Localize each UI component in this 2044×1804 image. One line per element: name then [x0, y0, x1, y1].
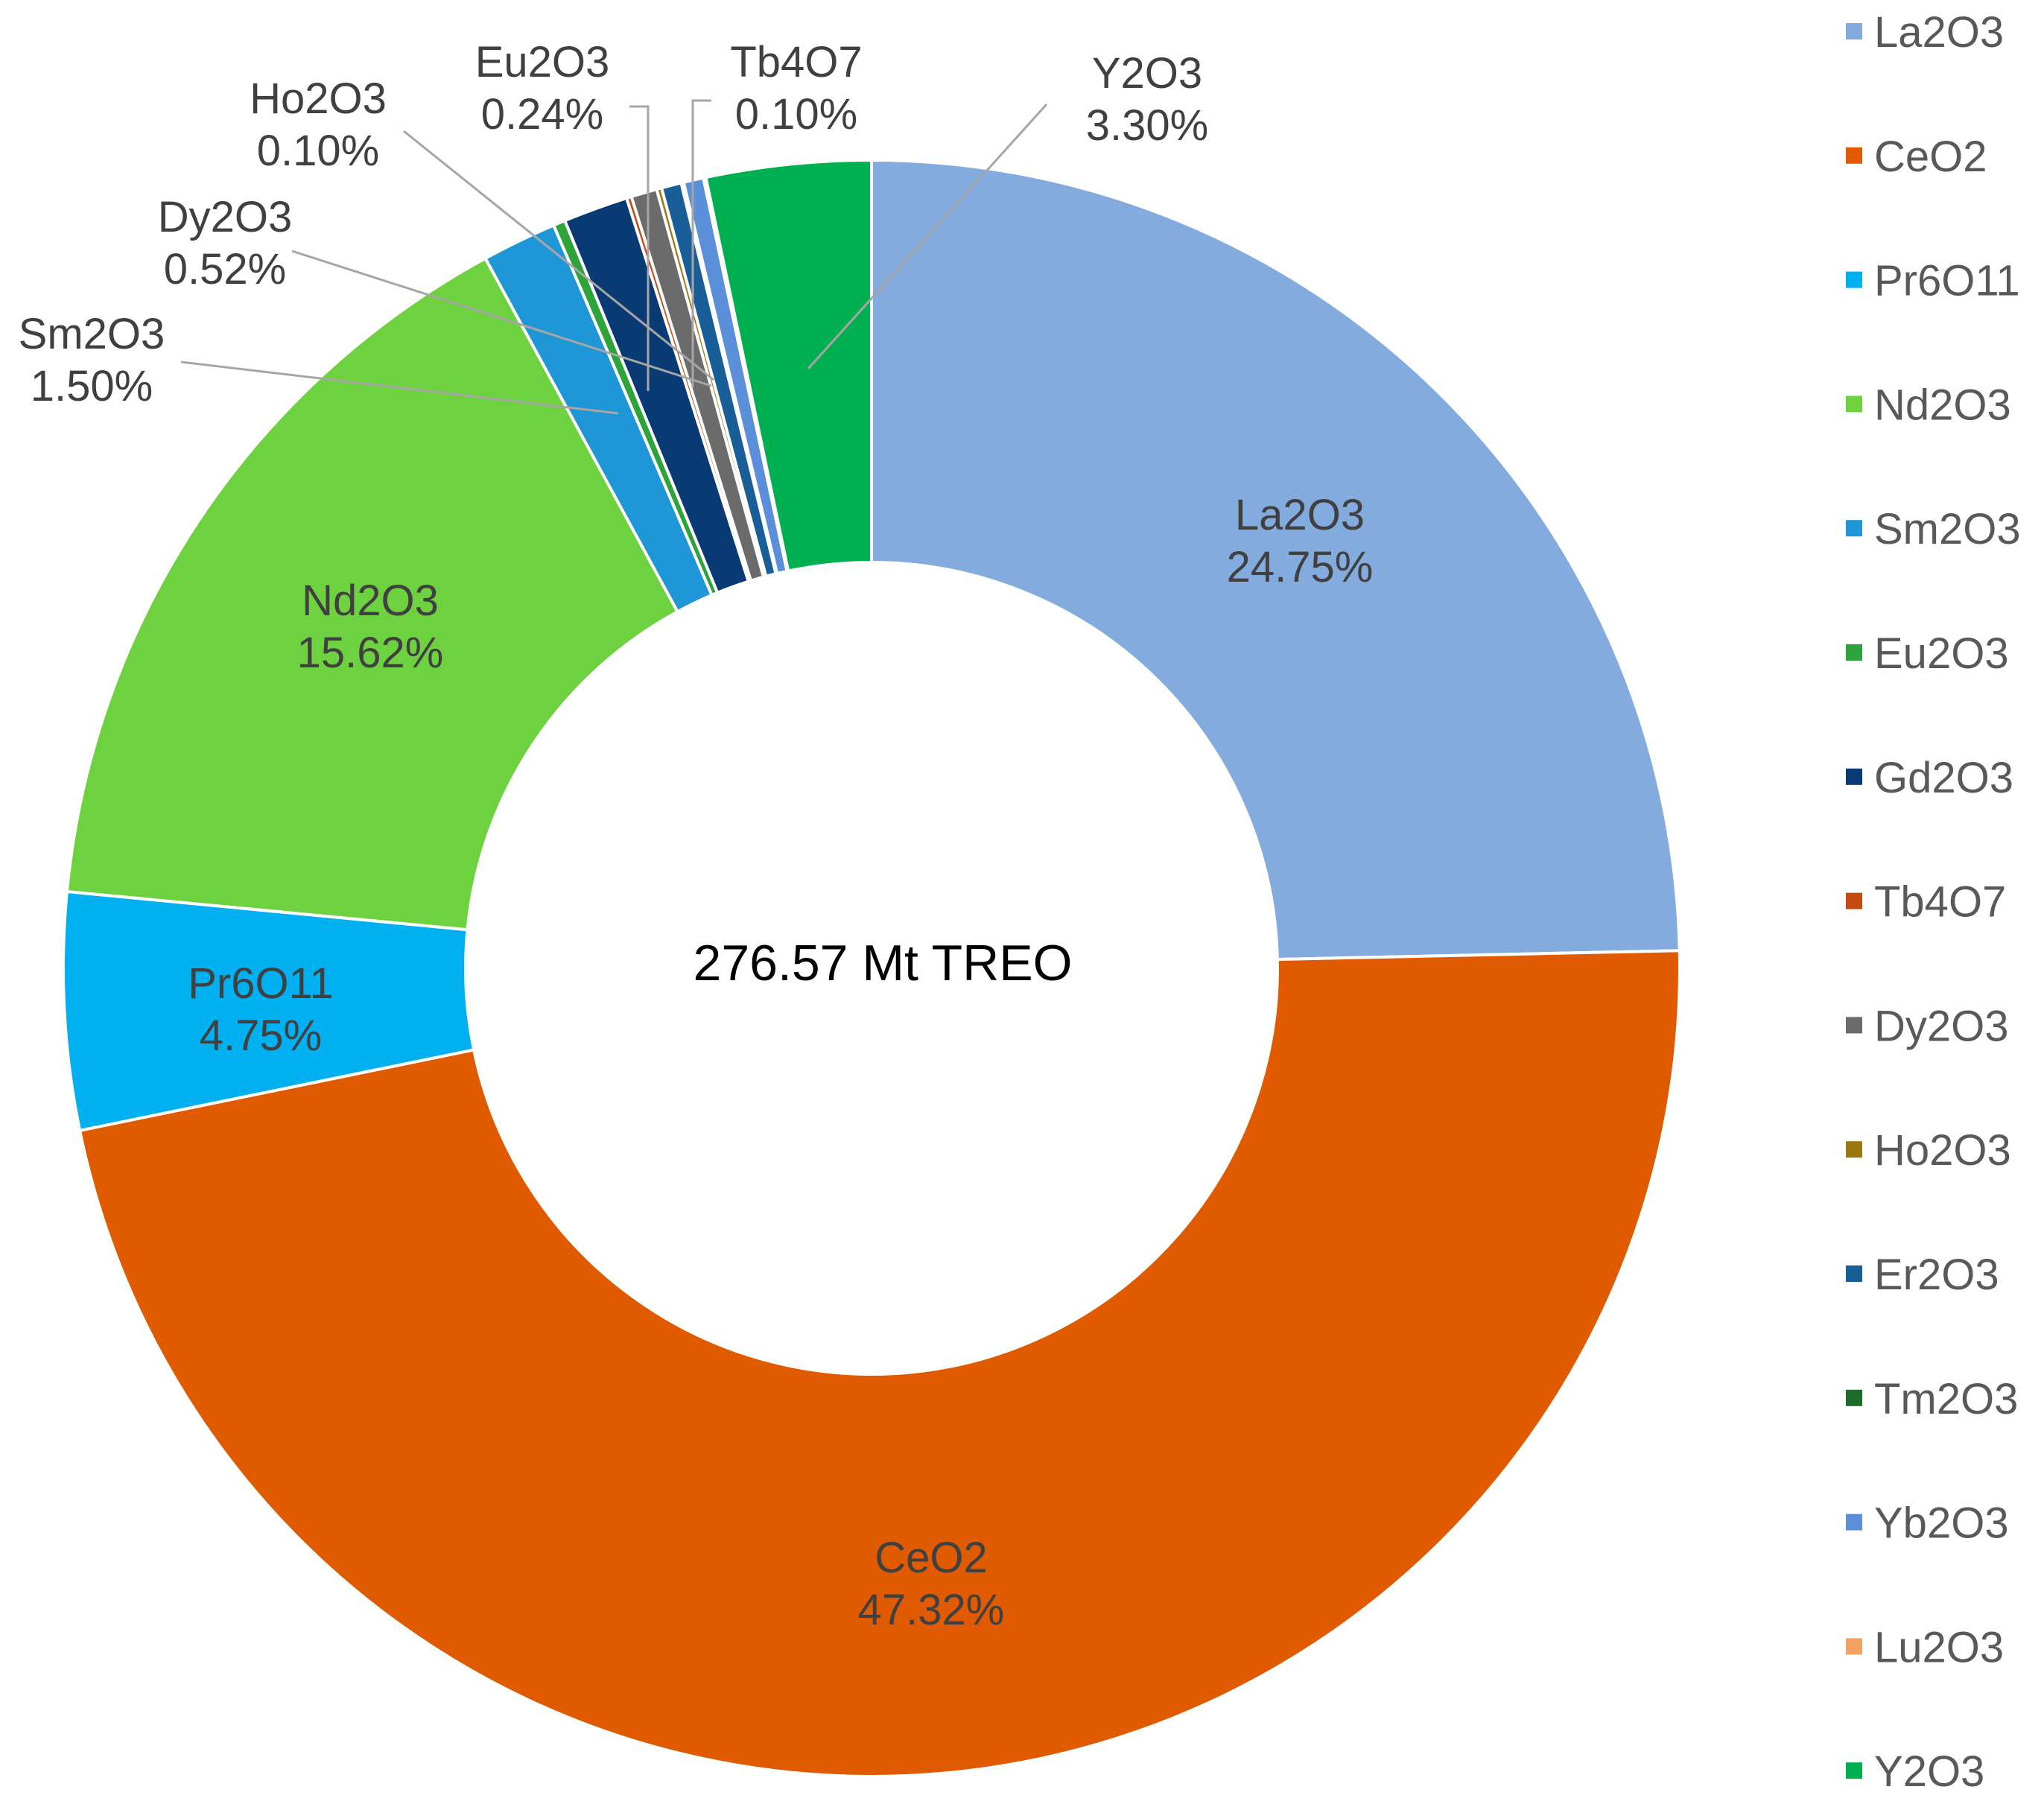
slice-label-name: Tb4O7 — [730, 38, 862, 86]
leader-line-y2o3 — [807, 103, 1048, 370]
slice-label-ceo2: CeO2 47.32% — [858, 1534, 1005, 1634]
slice-label-y2o3: Y2O3 3.30% — [1086, 49, 1208, 150]
legend-item-lu2o3: Lu2O3 — [1846, 1623, 2004, 1671]
slice-label-value: 1.50% — [31, 362, 153, 410]
legend-label: Yb2O3 — [1874, 1499, 2009, 1548]
legend-label: CeO2 — [1874, 133, 1987, 181]
slice-label-value: 24.75% — [1227, 543, 1374, 591]
legend-swatch — [1846, 644, 1862, 661]
slice-label-name: Dy2O3 — [158, 193, 293, 241]
legend-swatch — [1846, 147, 1862, 164]
slice-label-tb4o7: Tb4O7 0.10% — [730, 38, 862, 139]
legend-item-dy2o3: Dy2O3 — [1846, 1002, 2009, 1050]
center-total-label: 276.57 Mt TREO — [694, 935, 1073, 991]
slice-label-name: Y2O3 — [1092, 49, 1202, 98]
slice-label-dy2o3: Dy2O3 0.52% — [158, 193, 293, 293]
slice-label-name: Eu2O3 — [475, 38, 610, 86]
legend-item-eu2o3: Eu2O3 — [1846, 629, 2009, 678]
legend-swatch — [1846, 1017, 1862, 1034]
legend: La2O3 CeO2 Pr6O11 Nd2O3 Sm2O3 Eu2O3 Gd2O3 Tb4O7… — [1846, 8, 2021, 1796]
legend-swatch — [1846, 1762, 1862, 1779]
slice-label-ho2o3: Ho2O3 0.10% — [250, 74, 387, 175]
slice-label-nd2o3: Nd2O3 15.62% — [297, 577, 444, 677]
legend-item-pr6o11: Pr6O11 — [1846, 257, 2020, 305]
legend-item-yb2o3: Yb2O3 — [1846, 1499, 2009, 1548]
slice-label-name: CeO2 — [875, 1534, 988, 1582]
slice-label-value: 3.30% — [1086, 101, 1208, 150]
legend-label: Sm2O3 — [1874, 505, 2021, 553]
legend-label: Lu2O3 — [1874, 1623, 2004, 1671]
slice-ceo2 — [77, 949, 1681, 1778]
legend-swatch — [1846, 520, 1862, 537]
legend-label: Tb4O7 — [1874, 878, 2006, 927]
legend-label: Gd2O3 — [1874, 754, 2013, 802]
legend-item-sm2o3: Sm2O3 — [1846, 505, 2021, 553]
slice-label-value: 0.52% — [164, 245, 286, 293]
slice-label-value: 0.10% — [735, 90, 857, 139]
legend-item-gd2o3: Gd2O3 — [1846, 754, 2013, 802]
slice-label-name: Ho2O3 — [250, 74, 387, 123]
legend-item-nd2o3: Nd2O3 — [1846, 381, 2011, 429]
legend-item-tm2o3: Tm2O3 — [1846, 1375, 2018, 1423]
legend-swatch — [1846, 1265, 1862, 1282]
legend-swatch — [1846, 1141, 1862, 1158]
legend-label: Tm2O3 — [1874, 1375, 2018, 1423]
slice-la2o3 — [870, 158, 1681, 962]
legend-label: Ho2O3 — [1874, 1126, 2011, 1175]
slice-label-name: La2O3 — [1235, 491, 1365, 539]
legend-label: Nd2O3 — [1874, 381, 2011, 429]
slice-label-pr6o11: Pr6O11 4.75% — [188, 959, 334, 1060]
legend-label: Y2O3 — [1874, 1747, 1984, 1796]
slice-label-value: 4.75% — [200, 1011, 322, 1060]
legend-swatch — [1846, 396, 1862, 413]
legend-label: Eu2O3 — [1874, 629, 2009, 678]
legend-label: Dy2O3 — [1874, 1002, 2009, 1050]
slice-nd2o3 — [65, 256, 680, 932]
leader-line-tb4o7 — [691, 99, 711, 387]
leader-line-sm2o3 — [180, 361, 619, 415]
legend-label: Pr6O11 — [1874, 257, 2020, 305]
slice-label-value: 15.62% — [297, 629, 444, 677]
slice-label-eu2o3: Eu2O3 0.24% — [475, 38, 610, 139]
legend-swatch — [1846, 271, 1862, 288]
slice-label-value: 0.24% — [481, 90, 603, 139]
slice-label-name: Pr6O11 — [188, 959, 334, 1008]
slice-labels: La2O3 24.75% CeO2 47.32% Pr6O11 4.75% Nd2O3 15.… — [19, 38, 1374, 1634]
legend-swatch — [1846, 892, 1862, 909]
slice-label-value: 47.32% — [858, 1586, 1005, 1634]
leader-line-ho2o3 — [403, 130, 714, 381]
slice-label-la2o3: La2O3 24.75% — [1227, 491, 1374, 591]
legend-swatch — [1846, 1638, 1862, 1655]
slice-label-name: Nd2O3 — [302, 577, 439, 625]
leader-line-eu2o3 — [629, 105, 650, 391]
callout-leader-lines — [180, 99, 1048, 415]
legend-swatch — [1846, 1389, 1862, 1406]
legend-item-y2o3: Y2O3 — [1846, 1747, 1984, 1796]
legend-swatch — [1846, 1514, 1862, 1531]
slice-y2o3 — [704, 158, 873, 573]
legend-item-la2o3: La2O3 — [1846, 8, 2004, 57]
legend-swatch — [1846, 768, 1862, 785]
leader-line-dy2o3 — [291, 250, 712, 387]
legend-item-ceo2: CeO2 — [1846, 133, 1987, 181]
slice-label-value: 0.10% — [257, 127, 379, 175]
legend-swatch — [1846, 23, 1862, 39]
legend-item-tb4o7: Tb4O7 — [1846, 878, 2006, 927]
legend-item-er2o3: Er2O3 — [1846, 1251, 1999, 1299]
legend-item-ho2o3: Ho2O3 — [1846, 1126, 2011, 1175]
legend-label: La2O3 — [1874, 8, 2004, 57]
slice-label-name: Sm2O3 — [19, 310, 165, 358]
slice-label-sm2o3: Sm2O3 1.50% — [19, 310, 165, 410]
legend-label: Er2O3 — [1874, 1251, 1999, 1299]
